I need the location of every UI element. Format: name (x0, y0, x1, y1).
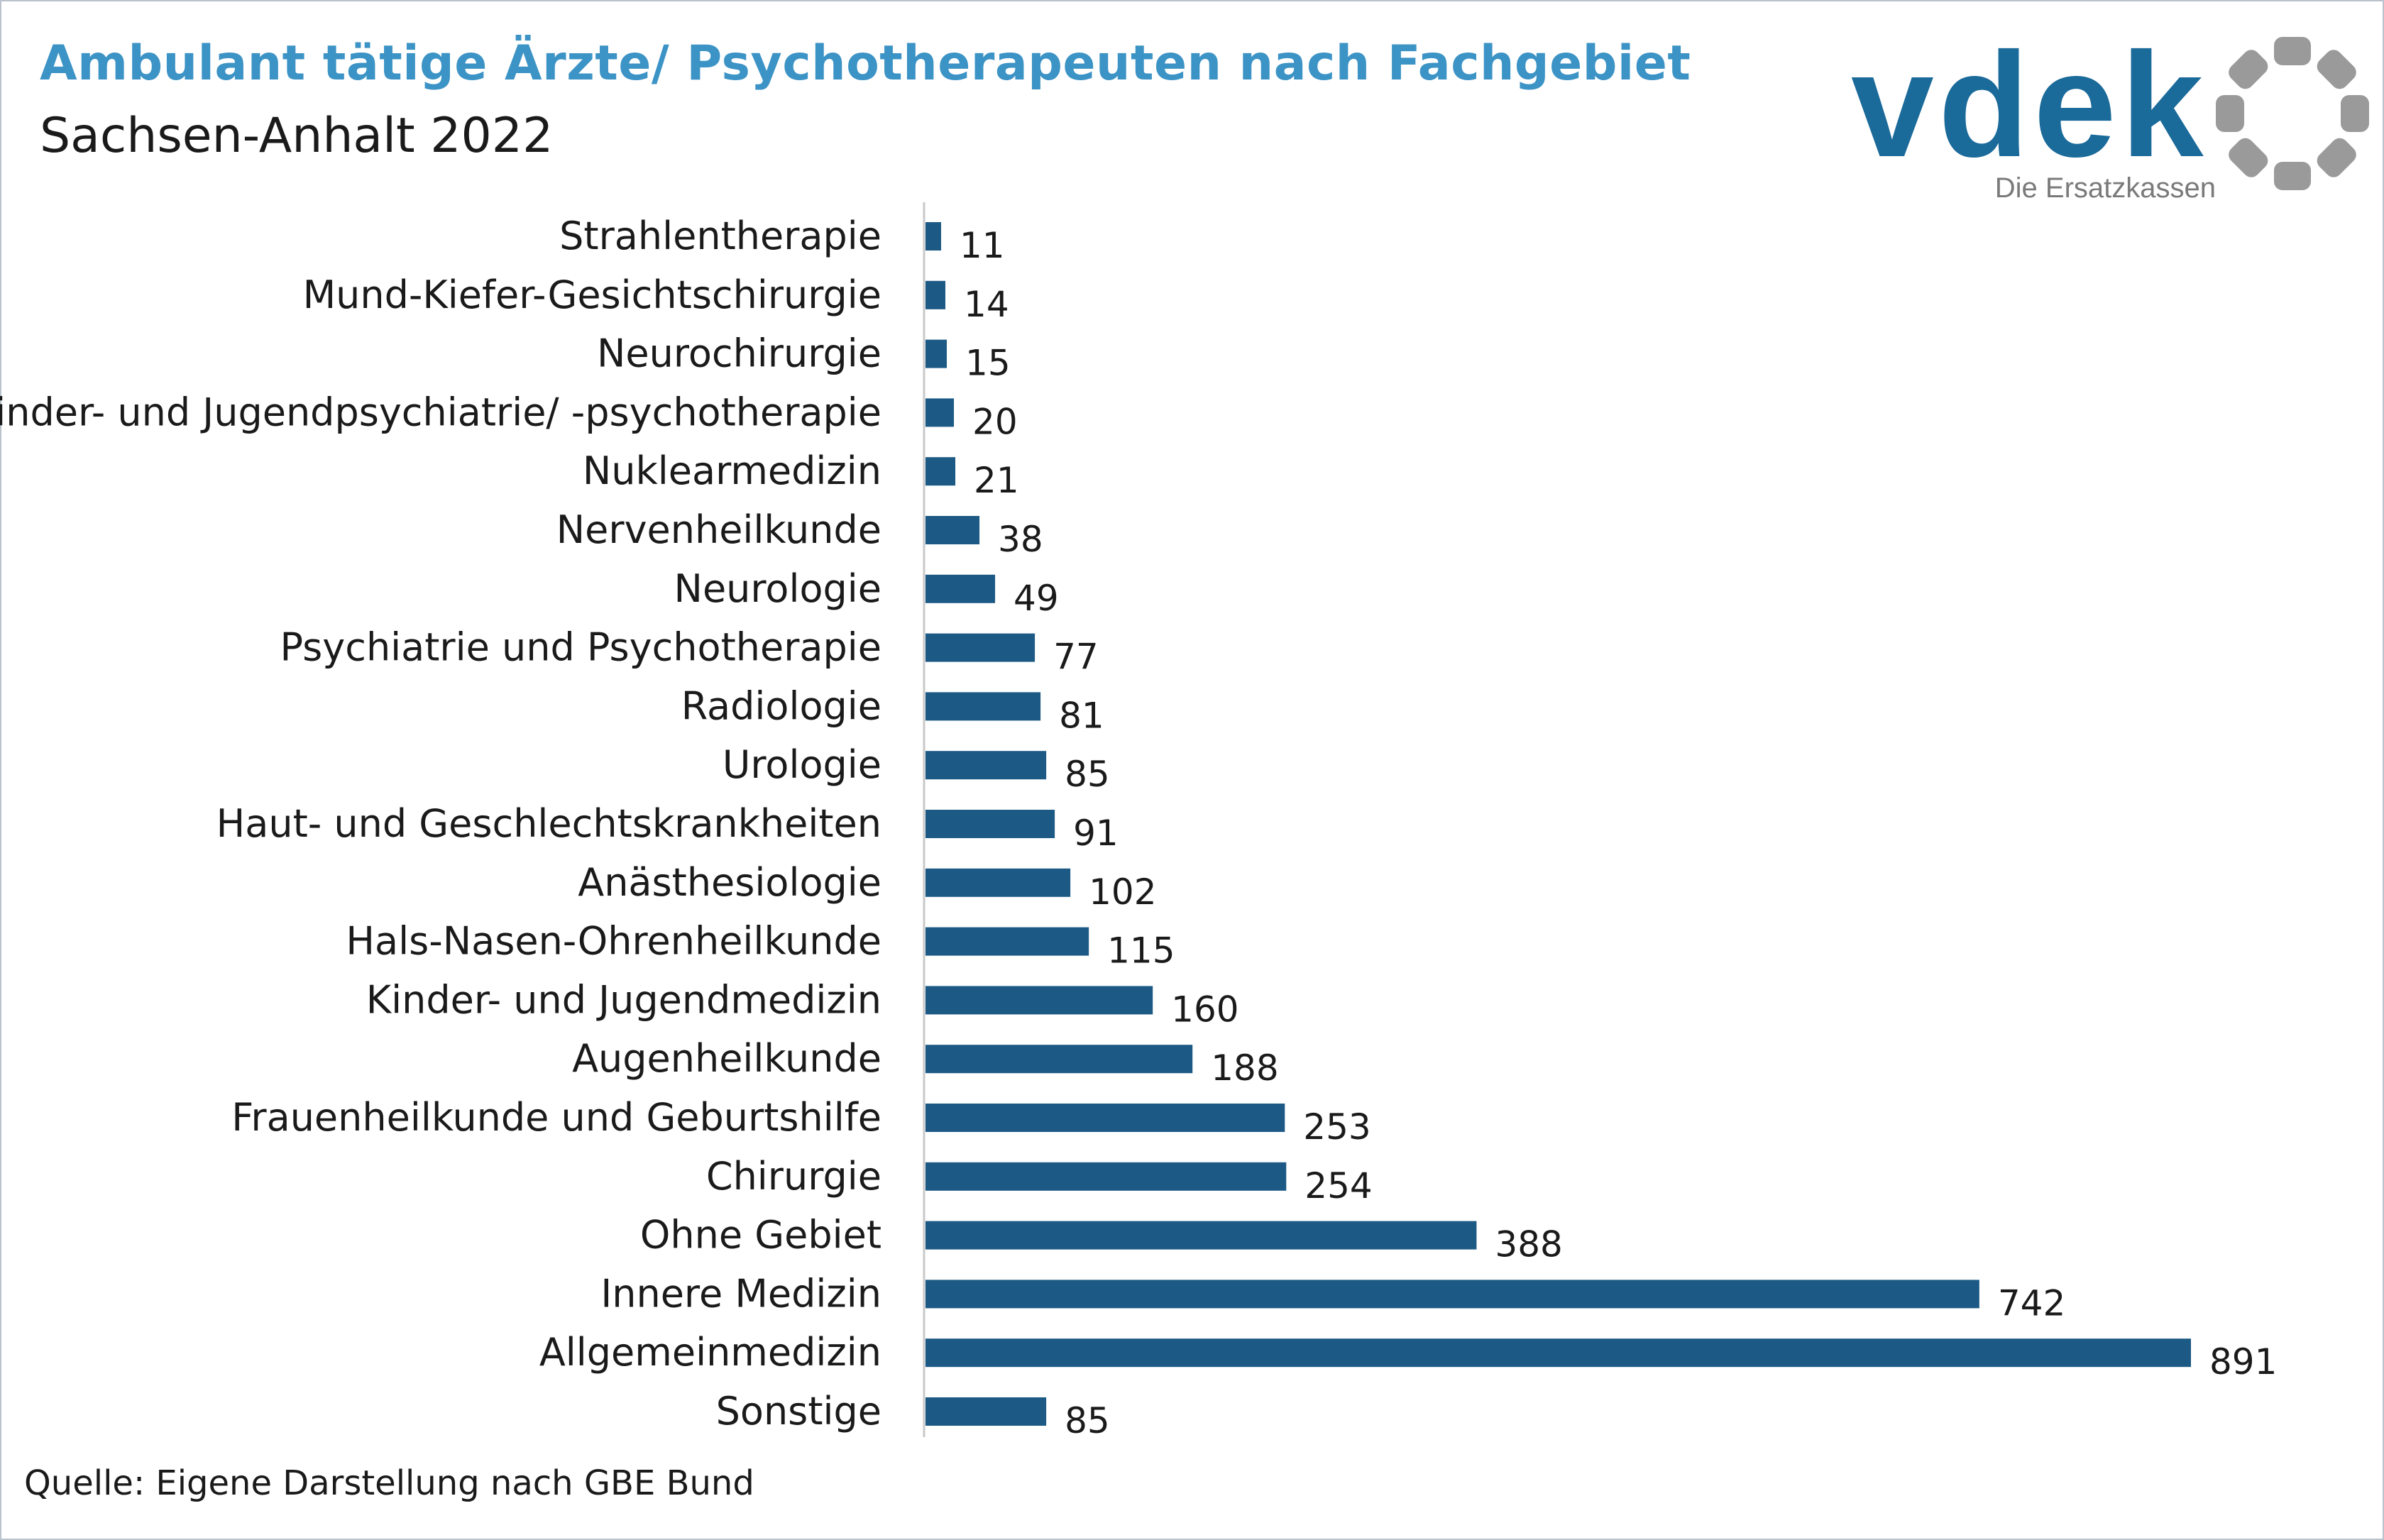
value-label: 81 (1059, 695, 1104, 736)
bar (925, 280, 946, 309)
value-label: 77 (1053, 637, 1099, 678)
category-label: Ohne Gebiet (640, 1213, 881, 1258)
value-label: 85 (1065, 1400, 1110, 1441)
value-label: 14 (964, 284, 1009, 325)
category-label: Neurochirurgie (597, 331, 881, 376)
category-label: Frauenheilkunde und Geburtshilfe (231, 1095, 881, 1140)
bars-group (925, 222, 2191, 1426)
value-label: 85 (1065, 754, 1110, 795)
category-label: Strahlentherapie (559, 214, 881, 258)
logo-ring-segment (2229, 50, 2268, 89)
value-label: 20 (972, 401, 1018, 442)
value-label: 160 (1171, 989, 1238, 1030)
value-labels-group: 11 14 15 20 21 38 49 77 81 85 91 102 115 160 188 253 254… (960, 225, 2277, 1441)
logo-ring-segment (2216, 95, 2244, 132)
vdek-ring-icon (2216, 37, 2369, 190)
category-label: Allgemeinmedizin (539, 1330, 881, 1375)
category-label: Haut- und Geschlechtskrankheiten (216, 801, 881, 846)
bar (925, 868, 1071, 897)
category-label: Augenheilkunde (572, 1036, 881, 1081)
bar (925, 457, 956, 486)
bar (925, 1162, 1287, 1191)
value-label: 388 (1495, 1224, 1562, 1265)
vdek-logo: vdek Die Ersatzkassen (1851, 21, 2369, 204)
source-note: Quelle: Eigene Darstellung nach GBE Bund (24, 1463, 754, 1503)
value-label: 21 (974, 460, 1019, 501)
value-label: 15 (965, 343, 1011, 384)
value-label: 253 (1303, 1106, 1370, 1148)
category-labels-group: Strahlentherapie Mund-Kiefer-Gesichtschir… (0, 214, 881, 1434)
category-label: Mund-Kiefer-Gesichtschirurgie (303, 273, 881, 317)
category-label: Neurologie (674, 566, 881, 611)
value-label: 11 (960, 225, 1005, 266)
logo-ring-segment (2229, 138, 2268, 177)
bar (925, 1397, 1047, 1426)
category-label: Sonstige (716, 1389, 881, 1434)
bar (925, 1221, 1477, 1250)
value-label: 188 (1211, 1047, 1278, 1089)
bar (925, 516, 980, 544)
value-label: 891 (2209, 1341, 2277, 1382)
bar (925, 1104, 1285, 1132)
category-label: Hals-Nasen-Ohrenheilkunde (346, 919, 881, 964)
bar (925, 692, 1041, 721)
logo-tagline: Die Ersatzkassen (1995, 172, 2216, 204)
value-label: 38 (998, 519, 1043, 560)
category-label: Kinder- und Jugendpsychiatrie/ -psychoth… (0, 390, 881, 434)
category-label: Innere Medizin (600, 1271, 881, 1316)
value-label: 115 (1107, 930, 1175, 972)
value-label: 49 (1014, 578, 1059, 619)
bar (925, 339, 947, 368)
category-label: Nervenheilkunde (556, 507, 881, 552)
bar (925, 398, 955, 427)
logo-ring-segment (2274, 37, 2311, 65)
bar (925, 1280, 1979, 1309)
chart-title: Ambulant tätige Ärzte/ Psychotherapeuten… (40, 35, 1691, 92)
bar (925, 633, 1036, 662)
logo-ring-segment (2317, 50, 2356, 89)
logo-ring-segment (2317, 138, 2356, 177)
category-label: Chirurgie (706, 1154, 881, 1199)
bar (925, 927, 1089, 956)
category-label: Kinder- und Jugendmedizin (366, 977, 881, 1022)
bar (925, 810, 1055, 838)
category-label: Urologie (723, 742, 881, 787)
logo-wordmark: vdek (1851, 21, 2208, 188)
category-label: Psychiatrie und Psychotherapie (280, 625, 881, 670)
logo-ring-segment (2274, 162, 2311, 190)
bar (925, 751, 1047, 780)
category-label: Nuklearmedizin (583, 449, 881, 493)
bar (925, 986, 1153, 1015)
value-label: 102 (1089, 871, 1156, 913)
value-label: 742 (1998, 1282, 2065, 1324)
value-label: 254 (1304, 1165, 1372, 1206)
value-label: 91 (1073, 813, 1119, 854)
bar (925, 574, 996, 603)
logo-ring-segment (2341, 95, 2369, 132)
category-label: Radiologie (681, 683, 881, 728)
bar (925, 1045, 1193, 1074)
category-label: Anästhesiologie (578, 860, 881, 905)
bar (925, 1338, 2191, 1368)
bar (925, 222, 942, 251)
chart-subtitle: Sachsen-Anhalt 2022 (40, 108, 554, 164)
